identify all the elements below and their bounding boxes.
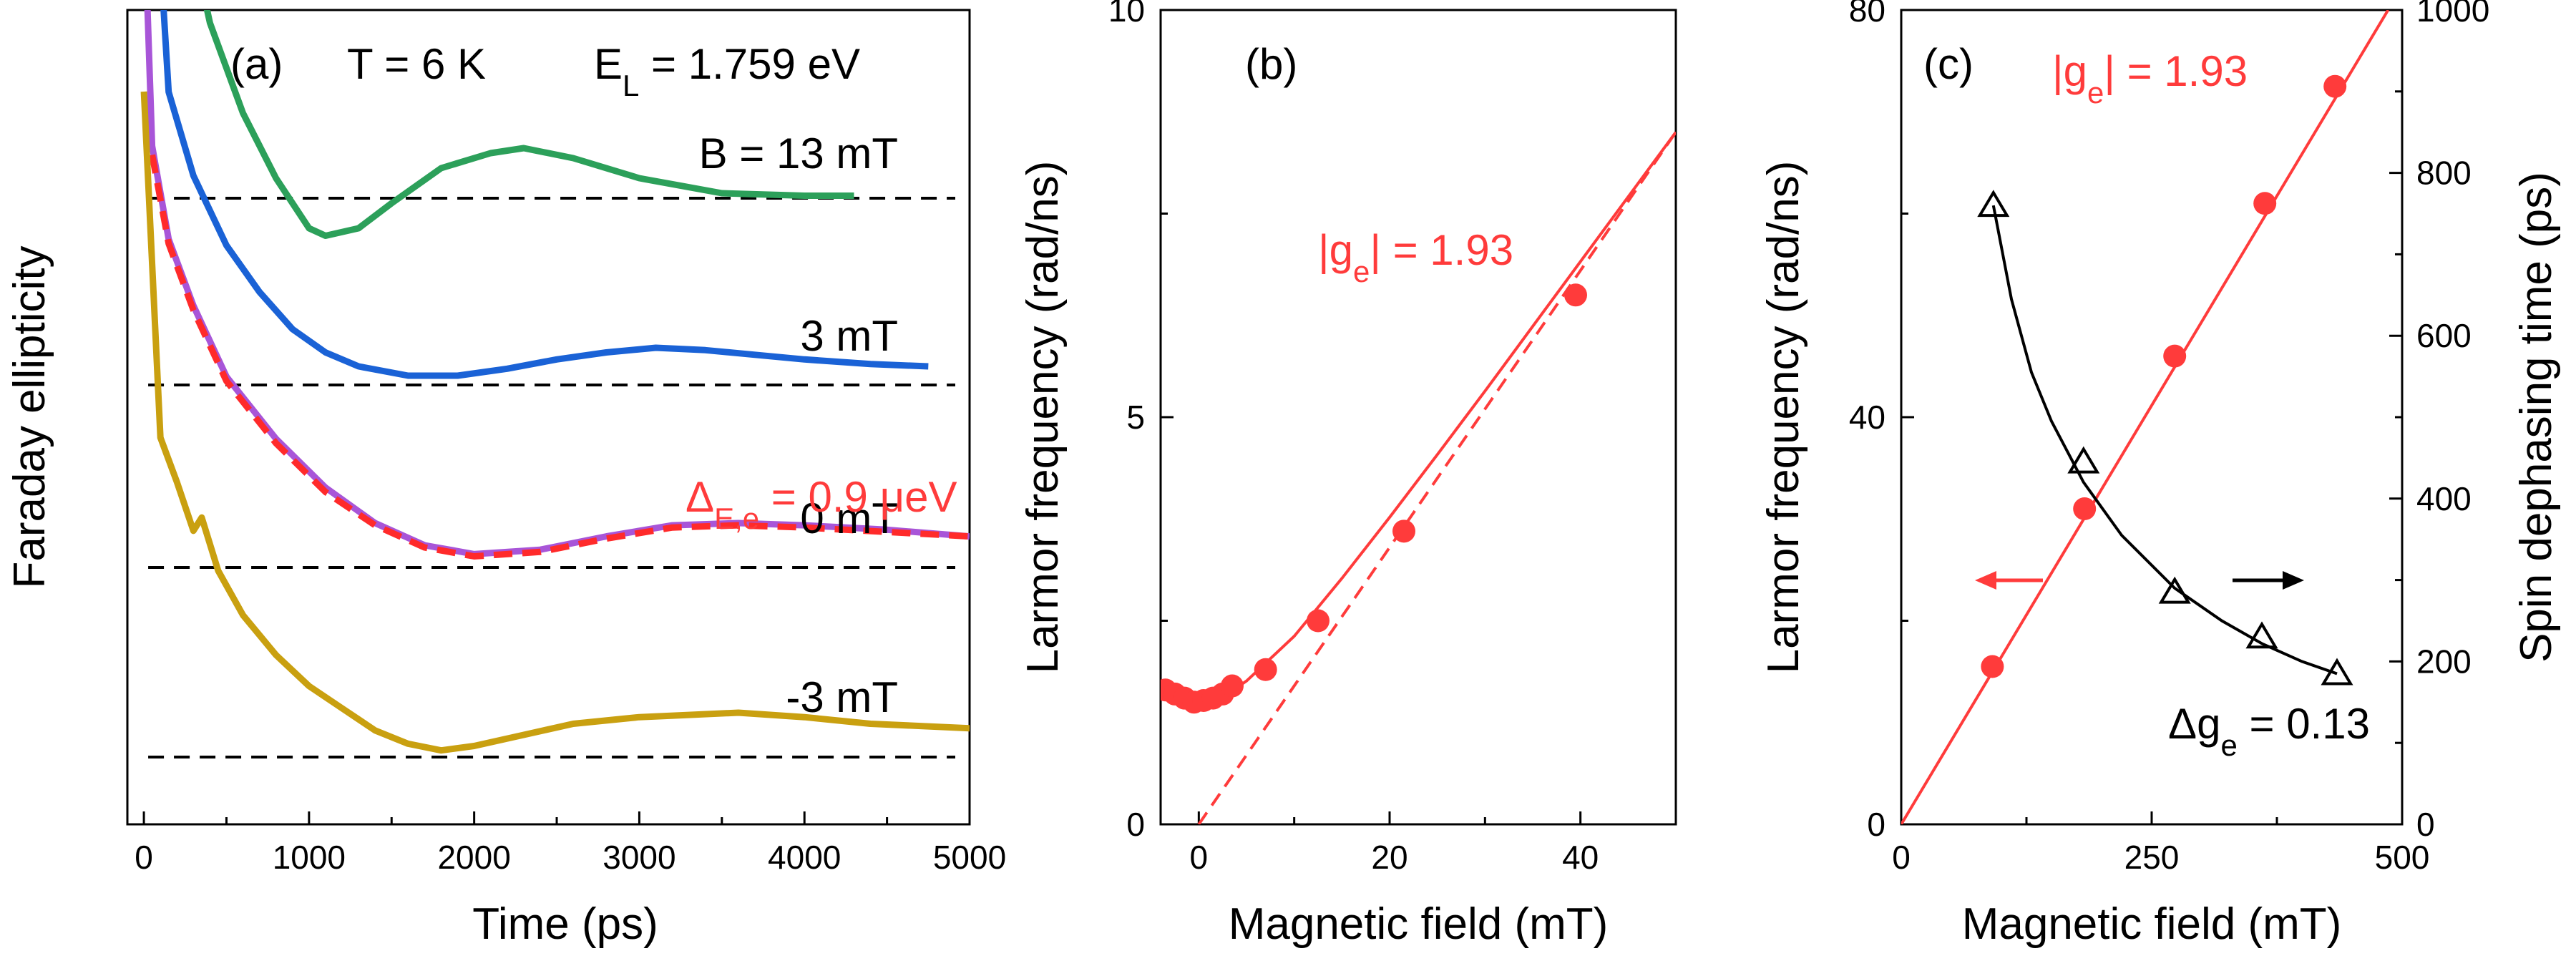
panel-b-data-point [1392, 519, 1415, 543]
panel-c-ytick-label: 80 [1849, 0, 1885, 29]
panel-a-series--3-mT [140, 91, 970, 754]
panel-b-label: (b) [1245, 40, 1297, 88]
panel-a-delta-label: ΔE,e = 0.9 μeV [686, 473, 957, 535]
panel-c-larmor-point [2323, 74, 2347, 98]
panel-c-y2tick-label: 0 [2416, 806, 2435, 843]
panel-a-traces [140, 10, 970, 754]
panel-a-xtick-label: 5000 [933, 839, 1006, 876]
panel-b-xtick-label: 40 [1562, 839, 1599, 876]
panel-c-plot [1901, 10, 2390, 824]
panel-c-y2tick-label: 800 [2416, 155, 2472, 192]
panel-b-data-point [1254, 658, 1277, 681]
panel-b-g-label: |ge| = 1.93 [1318, 226, 1513, 288]
panel-b-data-point [1564, 283, 1587, 307]
panel-b-fit-line [1161, 131, 1676, 703]
panel-a-label-0mT: 0 mT [800, 494, 898, 542]
panel-c-left-arrow-icon [1975, 571, 1996, 590]
panel-c-xtick-label: 250 [2124, 839, 2180, 876]
panel-c-xtick-label: 0 [1892, 839, 1911, 876]
panel-c-xtick-label: 500 [2375, 839, 2430, 876]
panel-a-xtick-label: 4000 [768, 839, 841, 876]
panel-c-ytick-label: 0 [1867, 806, 1885, 843]
panel-b-xlabel: Magnetic field (mT) [1229, 899, 1609, 949]
panel-a-series-B-13-mT [203, 10, 854, 239]
panel-b-ytick-label: 0 [1126, 806, 1145, 843]
panel-c-y2tick-label: 200 [2416, 643, 2472, 680]
panel-b-xtick-label: 20 [1371, 839, 1407, 876]
panel-c-larmor-point [2073, 497, 2097, 521]
panel-c-y2tick-label: 600 [2416, 317, 2472, 354]
panel-b-frame [1159, 9, 1677, 826]
panel-c-xlabel: Magnetic field (mT) [1962, 899, 2342, 949]
panel-c-dephasing-point [2321, 658, 2353, 686]
panel-b-ytick-label: 5 [1126, 399, 1145, 436]
panel-b-ytick-label: 10 [1108, 0, 1145, 29]
panel-a-series-3-mT [160, 10, 929, 379]
panel-a-label-13mT: B = 13 mT [699, 130, 898, 177]
panel-c-larmor-point [1981, 655, 2004, 678]
panel-c-larmor-fit-line [1901, 10, 2390, 824]
panel-a-label-m3mT: -3 mT [786, 673, 898, 721]
panel-a-ylabel: Faraday ellipticity [5, 246, 54, 589]
panel-c-ytick-label: 40 [1849, 399, 1885, 436]
panel-b-data-point [1307, 609, 1330, 633]
panel-a-xtick-label: 0 [135, 839, 153, 876]
panel-c-label: (c) [1923, 40, 1974, 88]
panel-c-dephasing-fit-line [1991, 205, 2338, 675]
panel-a-xlabel: Time (ps) [472, 899, 658, 949]
panel-c-y2tick-label: 1000 [2416, 0, 2489, 29]
panel-c-larmor-point [2163, 344, 2187, 368]
panel-b-data-point [1221, 674, 1244, 698]
panel-a-xtick-label: 3000 [602, 839, 675, 876]
panel-c-dg-label: Δge = 0.13 [2168, 700, 2370, 762]
panel-a-frame [126, 9, 971, 826]
panel-c-right-arrow-icon [2283, 571, 2304, 590]
panel-a-temperature: T = 6 K [347, 40, 486, 88]
panel-c-y2label: Spin dephasing time (ps) [2512, 172, 2561, 663]
panel-a-laser-energy: EL = 1.759 eV [594, 40, 860, 102]
panel-c-ylabel: Larmor frequency (rad/ns) [1759, 161, 1808, 674]
panel-b-ylabel: Larmor frequency (rad/ns) [1018, 161, 1068, 674]
panel-a-label: (a) [230, 40, 283, 88]
panel-a-series-0-mT-fit [149, 154, 970, 560]
panel-a-xtick-label: 1000 [273, 839, 346, 876]
panel-c-g-label: |ge| = 1.93 [2052, 47, 2248, 109]
panel-a-label-3mT: 3 mT [800, 312, 898, 360]
panel-b-xtick-label: 0 [1190, 839, 1209, 876]
panel-c-dephasing-point [2067, 446, 2100, 474]
panel-b-plot [1161, 131, 1676, 824]
panel-a-xtick-label: 2000 [437, 839, 510, 876]
panel-c-dephasing-point [2245, 621, 2278, 649]
panel-c-dephasing-point [1977, 190, 2010, 218]
panel-c-larmor-point [2253, 192, 2277, 215]
panel-c-y2tick-label: 400 [2416, 480, 2472, 517]
panel-c-dephasing-point [2158, 576, 2191, 604]
panel-b-asymptote-line [1197, 131, 1676, 824]
